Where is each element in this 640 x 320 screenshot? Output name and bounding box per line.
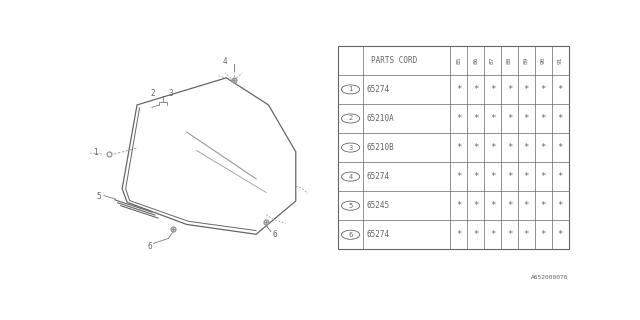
Text: *: * [473,143,479,152]
Text: 6: 6 [147,242,152,251]
Text: *: * [541,85,546,94]
Text: *: * [507,85,512,94]
Text: *: * [541,201,546,210]
Text: 65274: 65274 [366,230,389,239]
Text: *: * [524,201,529,210]
Text: PARTS CORD: PARTS CORD [371,56,417,65]
Text: *: * [524,85,529,94]
Text: 65245: 65245 [366,201,389,210]
Text: *: * [524,143,529,152]
Text: *: * [541,143,546,152]
Text: *: * [541,114,546,123]
Text: *: * [524,172,529,181]
Text: 91: 91 [557,57,563,64]
Text: *: * [507,143,512,152]
Text: 3: 3 [168,89,173,98]
Text: 86: 86 [473,57,478,64]
Text: 4: 4 [348,174,353,180]
Text: 2: 2 [150,89,155,98]
Text: *: * [557,85,563,94]
Text: *: * [490,114,495,123]
Text: *: * [473,201,479,210]
Text: *: * [473,85,479,94]
Text: *: * [473,114,479,123]
Text: *: * [456,230,461,239]
Text: *: * [456,143,461,152]
Text: *: * [524,114,529,123]
Text: *: * [507,172,512,181]
Text: 65274: 65274 [366,172,389,181]
Text: 65210A: 65210A [366,114,394,123]
Text: 1: 1 [93,148,98,157]
Text: *: * [557,114,563,123]
Text: 2: 2 [348,116,353,122]
Text: 6: 6 [273,230,277,239]
Text: *: * [456,85,461,94]
Text: *: * [557,230,563,239]
Text: A652000070: A652000070 [531,276,568,280]
Bar [338,46,568,249]
Text: *: * [557,143,563,152]
Text: 4: 4 [223,57,227,66]
Text: 87: 87 [490,57,495,64]
Text: *: * [507,230,512,239]
Text: *: * [541,172,546,181]
Text: *: * [490,172,495,181]
Text: *: * [507,201,512,210]
Text: *: * [456,172,461,181]
Text: 5: 5 [97,192,101,201]
Text: *: * [490,201,495,210]
Text: *: * [456,201,461,210]
Text: *: * [507,114,512,123]
Text: *: * [456,114,461,123]
Text: 5: 5 [348,203,353,209]
Text: *: * [524,230,529,239]
Text: *: * [490,143,495,152]
Text: 88: 88 [507,57,512,64]
Text: 6: 6 [348,232,353,238]
Text: *: * [557,172,563,181]
Text: *: * [490,85,495,94]
Text: *: * [490,230,495,239]
Text: 85: 85 [456,57,461,64]
Text: 3: 3 [348,145,353,150]
Text: *: * [541,230,546,239]
Text: 90: 90 [541,57,546,64]
Text: 65274: 65274 [366,85,389,94]
Text: 89: 89 [524,57,529,64]
Text: *: * [473,172,479,181]
Text: 1: 1 [348,86,353,92]
Text: 65210B: 65210B [366,143,394,152]
Text: *: * [557,201,563,210]
Text: *: * [473,230,479,239]
